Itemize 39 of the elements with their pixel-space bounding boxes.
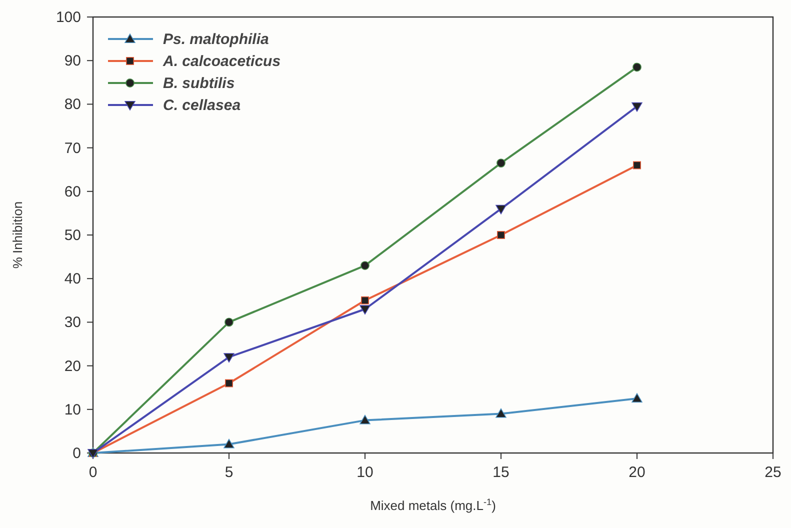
point <box>224 438 234 448</box>
point <box>632 62 642 72</box>
y-tick-label: 10 <box>64 401 81 418</box>
point <box>225 379 233 388</box>
y-tick-label: 0 <box>72 445 81 462</box>
point <box>360 261 370 270</box>
y-axis-title: % Inhibition <box>10 201 25 269</box>
point <box>497 231 505 239</box>
point <box>361 296 369 304</box>
x-tick-label: 10 <box>356 464 374 481</box>
point <box>224 353 234 362</box>
legend-label: C. cellasea <box>163 97 241 114</box>
y-tick-label: 90 <box>64 52 81 70</box>
y-tick-label: 30 <box>64 314 81 332</box>
x-tick-label: 25 <box>764 464 782 481</box>
point <box>224 318 234 327</box>
y-tick-label: 70 <box>64 140 81 157</box>
point <box>496 158 506 168</box>
x-tick-label: 15 <box>492 464 510 481</box>
legend-label: Ps. maltophilia <box>163 31 269 48</box>
point <box>633 161 641 170</box>
point <box>496 204 506 214</box>
y-tick-label: 100 <box>56 9 81 26</box>
y-tick-label: 60 <box>64 183 81 200</box>
point <box>632 102 642 112</box>
point <box>632 393 642 402</box>
legend-label: A. calcoaceticus <box>162 53 281 70</box>
x-axis-title: Mixed metals (mg.L$^{-1}$) <box>370 497 496 513</box>
point <box>360 305 370 314</box>
point <box>360 414 370 424</box>
legend-label: B. subtilis <box>163 75 235 92</box>
y-tick-label: 20 <box>64 358 81 375</box>
y-tick-label: 80 <box>64 96 81 114</box>
x-tick-label: 5 <box>224 464 234 481</box>
x-tick-label: 0 <box>88 464 98 481</box>
x-tick-label: 20 <box>628 464 646 481</box>
y-tick-label: 40 <box>64 270 81 288</box>
y-tick-label: 50 <box>64 227 81 244</box>
point <box>496 408 506 418</box>
